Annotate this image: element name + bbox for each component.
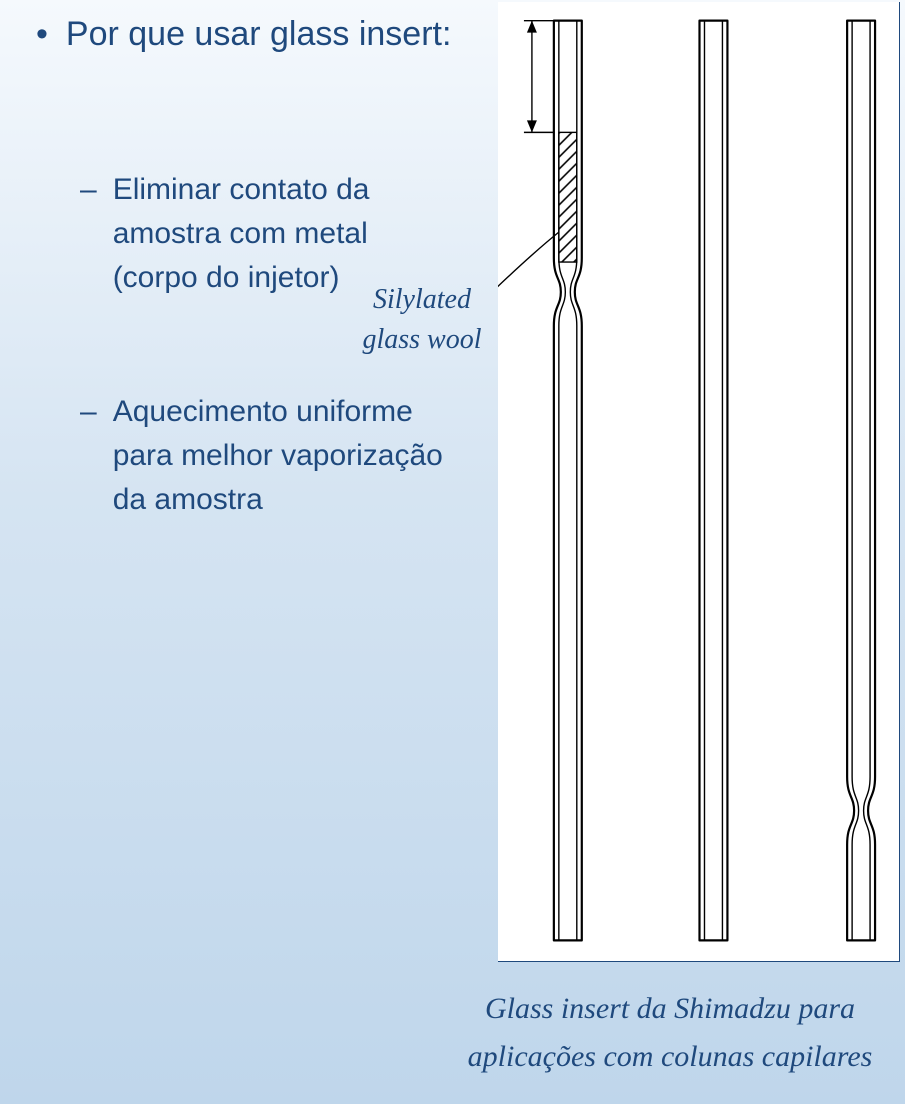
figure-caption: Glass insert da Shimadzu para aplicações…: [440, 985, 900, 1081]
glass-insert-diagram: [498, 2, 899, 961]
sub-marker: –: [80, 168, 113, 212]
sub-text: Aquecimento uniforme para melhor vaporiz…: [113, 390, 460, 522]
bullet-item: • Por que usar glass insert:: [30, 10, 460, 58]
figure-box: [498, 2, 900, 962]
text-column: • Por que usar glass insert: – Eliminar …: [30, 10, 460, 522]
glass-wool-label: Silylated glass wool: [352, 280, 492, 360]
bullet-text: Por que usar glass insert:: [66, 10, 452, 58]
sub-item-2: – Aquecimento uniforme para melhor vapor…: [80, 390, 460, 522]
sub-marker: –: [80, 390, 113, 434]
bullet-marker: •: [30, 10, 66, 58]
